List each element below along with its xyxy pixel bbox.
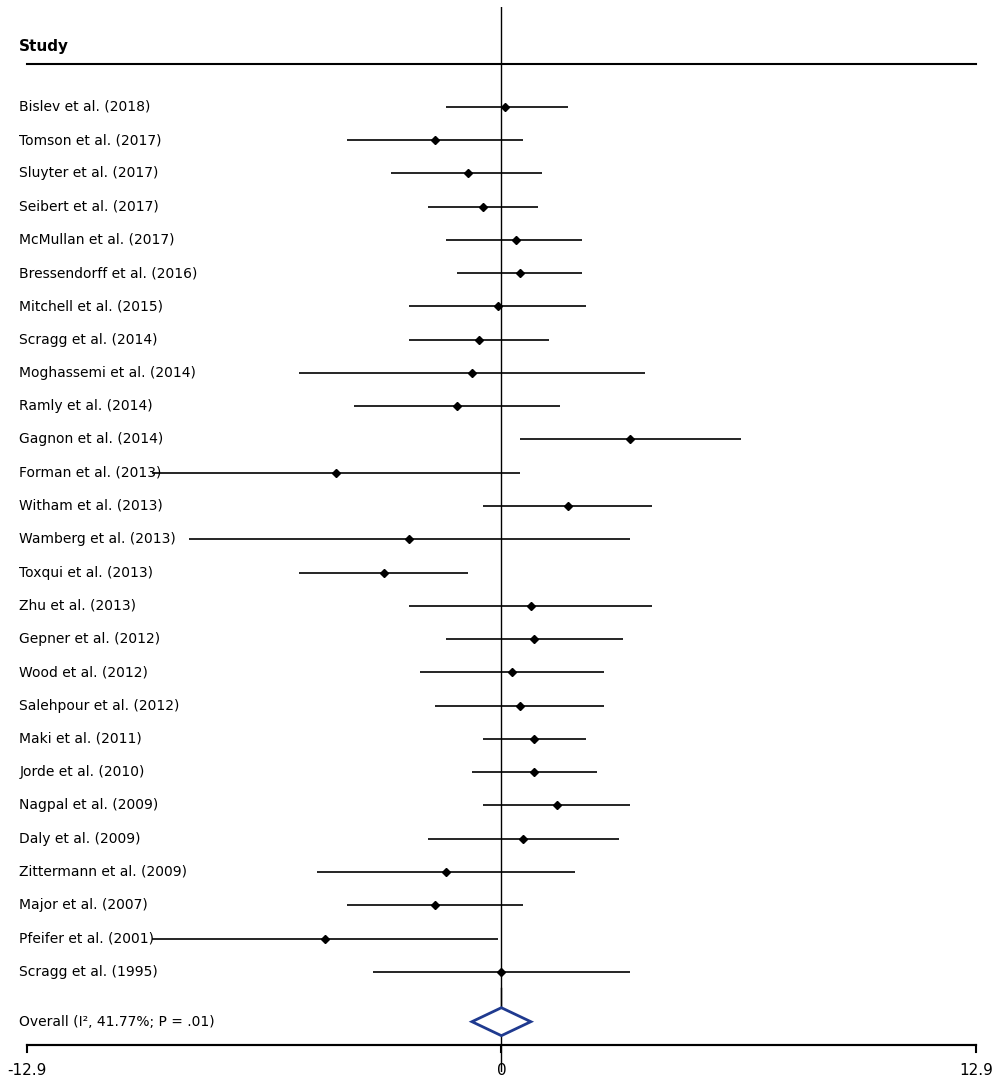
Text: Wamberg et al. (2013): Wamberg et al. (2013) [19, 533, 176, 547]
Text: Forman et al. (2013): Forman et al. (2013) [19, 465, 162, 479]
Text: Seibert et al. (2017): Seibert et al. (2017) [19, 200, 159, 213]
Text: Major et al. (2007): Major et al. (2007) [19, 898, 148, 912]
Text: Scragg et al. (1995): Scragg et al. (1995) [19, 965, 158, 978]
Text: Sluyter et al. (2017): Sluyter et al. (2017) [19, 166, 159, 180]
Text: Wood et al. (2012): Wood et al. (2012) [19, 665, 148, 679]
Text: Bressendorff et al. (2016): Bressendorff et al. (2016) [19, 266, 198, 280]
Text: 0: 0 [497, 1063, 506, 1078]
Text: Moghassemi et al. (2014): Moghassemi et al. (2014) [19, 366, 196, 380]
Text: Overall (I², 41.77%; P = .01): Overall (I², 41.77%; P = .01) [19, 1014, 215, 1028]
Text: Toxqui et al. (2013): Toxqui et al. (2013) [19, 565, 153, 579]
Text: Gepner et al. (2012): Gepner et al. (2012) [19, 632, 160, 646]
Text: Tomson et al. (2017): Tomson et al. (2017) [19, 133, 162, 147]
Text: Nagpal et al. (2009): Nagpal et al. (2009) [19, 799, 159, 812]
Text: Gagnon et al. (2014): Gagnon et al. (2014) [19, 433, 164, 447]
Text: Jorde et al. (2010): Jorde et al. (2010) [19, 765, 145, 779]
Text: -12.9: -12.9 [7, 1063, 46, 1078]
Text: Witham et al. (2013): Witham et al. (2013) [19, 499, 163, 513]
Text: Scragg et al. (2014): Scragg et al. (2014) [19, 333, 158, 347]
Text: Maki et al. (2011): Maki et al. (2011) [19, 732, 142, 746]
Text: Pfeifer et al. (2001): Pfeifer et al. (2001) [19, 932, 154, 946]
Text: Daly et al. (2009): Daly et al. (2009) [19, 832, 141, 846]
Text: 12.9: 12.9 [959, 1063, 993, 1078]
Text: Mitchell et al. (2015): Mitchell et al. (2015) [19, 299, 163, 313]
Text: Zhu et al. (2013): Zhu et al. (2013) [19, 599, 136, 613]
Text: Zittermann et al. (2009): Zittermann et al. (2009) [19, 865, 187, 879]
Text: Study: Study [19, 39, 69, 54]
Polygon shape [472, 1008, 531, 1036]
Text: Salehpour et al. (2012): Salehpour et al. (2012) [19, 699, 180, 713]
Text: Ramly et al. (2014): Ramly et al. (2014) [19, 399, 153, 413]
Text: McMullan et al. (2017): McMullan et al. (2017) [19, 233, 175, 247]
Text: Bislev et al. (2018): Bislev et al. (2018) [19, 100, 151, 114]
